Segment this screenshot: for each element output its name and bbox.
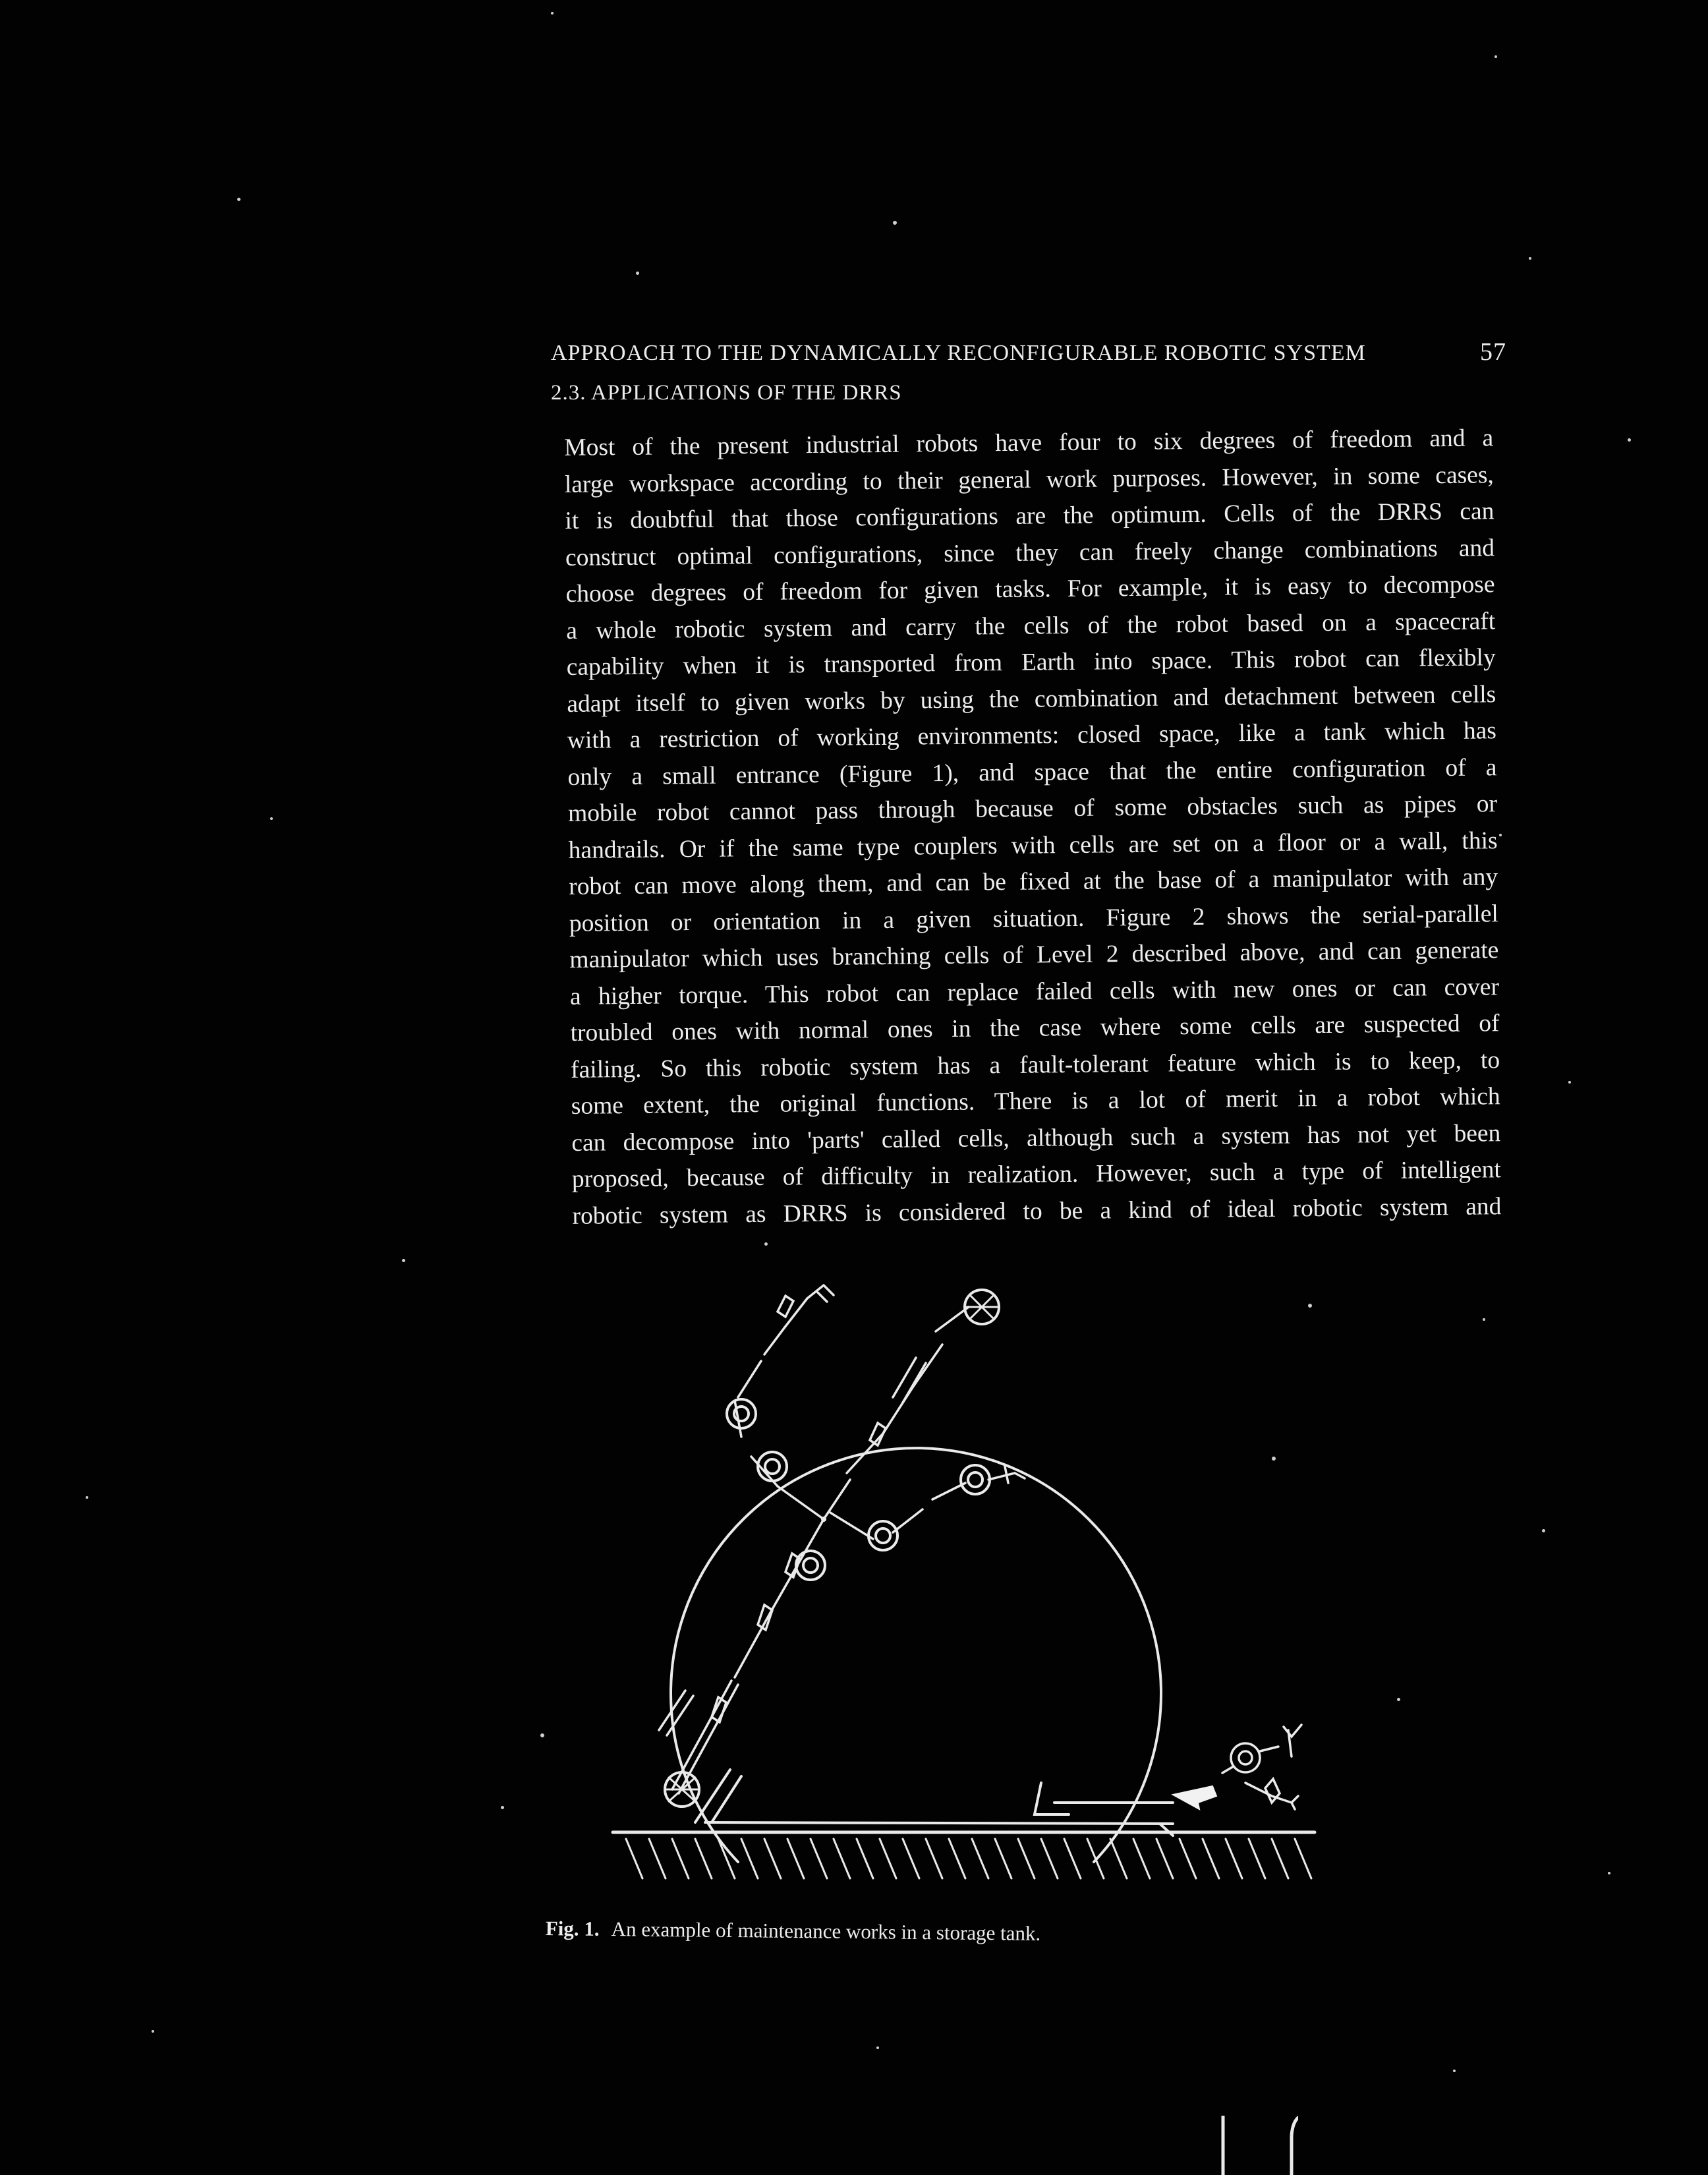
scan-edge-marks <box>1221 2116 1298 2175</box>
floor-connector <box>1158 1822 1174 1837</box>
ring-cell <box>726 1398 991 1581</box>
incoming-cells <box>1221 1724 1303 1811</box>
parallel-link <box>658 1356 927 1737</box>
robot-cell-chain <box>671 1297 970 1795</box>
section-heading: 2.3. APPLICATIONS OF THE DRRS <box>551 381 902 405</box>
running-header: APPROACH TO THE DYNAMICALLY RECONFIGURAB… <box>551 337 1506 366</box>
diamond-joint <box>710 1294 888 1724</box>
figure-caption-text: An example of maintenance works in a sto… <box>611 1917 1041 1945</box>
tank-entrance-bottom <box>1033 1782 1070 1816</box>
figure-label: Fig. 1. <box>545 1917 600 1940</box>
figure-caption: Fig. 1. An example of maintenance works … <box>546 1917 1041 1946</box>
floor-line-inner <box>704 1821 1174 1825</box>
page-number: 57 <box>1480 338 1506 366</box>
ground-hatching <box>625 1838 1313 1880</box>
wheel-cell <box>664 1289 1000 1808</box>
tank-support-leg <box>710 1775 743 1824</box>
tank-outline <box>669 1447 1162 1863</box>
figure-storage-tank <box>611 1284 1317 1880</box>
insertion-arrow-icon <box>1171 1785 1218 1811</box>
tank-support-leg <box>694 1768 731 1824</box>
running-title: APPROACH TO THE DYNAMICALLY RECONFIGURAB… <box>551 341 1366 365</box>
body-paragraph: Most of the present industrial robots ha… <box>564 420 1502 1234</box>
gripper-end <box>806 1284 1026 1484</box>
